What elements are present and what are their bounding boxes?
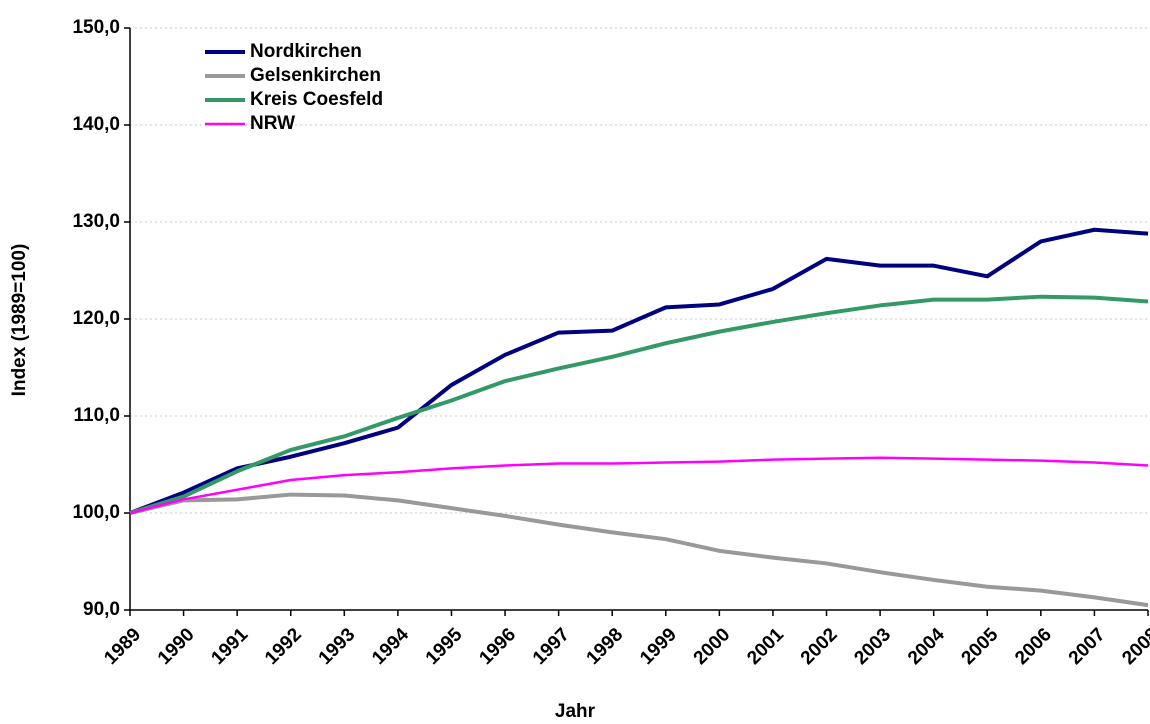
- x-tick-label: 1999: [636, 624, 681, 669]
- x-tick-label: 2006: [1011, 624, 1056, 669]
- x-tick-label: 1997: [529, 624, 574, 669]
- legend-label: Nordkirchen: [250, 41, 362, 62]
- y-tick-label: 90,0: [83, 599, 120, 620]
- y-tick-label: 130,0: [72, 211, 120, 232]
- x-tick-label: 2007: [1065, 624, 1110, 669]
- y-tick-label: 110,0: [74, 405, 121, 426]
- series-line: [129, 294, 1149, 515]
- x-tick-label: 2004: [904, 624, 949, 669]
- series-line: [129, 227, 1149, 515]
- y-tick-label: 120,0: [72, 308, 120, 329]
- x-tick-label: 2001: [743, 624, 788, 669]
- x-tick-label: 1994: [368, 624, 413, 669]
- y-tick-label: 140,0: [72, 114, 120, 135]
- x-tick-label: 2003: [850, 624, 895, 669]
- x-tick-label: 1996: [475, 624, 520, 669]
- x-tick-label: 1989: [100, 624, 145, 669]
- x-tick-label: 1993: [315, 624, 360, 669]
- x-tick-label: 2002: [797, 624, 842, 669]
- legend-label: Kreis Coesfeld: [250, 89, 383, 110]
- y-tick-label: 150,0: [72, 17, 120, 38]
- series-line: [129, 456, 1149, 515]
- y-axis-label: Index (1989=100): [9, 244, 30, 397]
- x-tick-label: 2000: [690, 624, 735, 669]
- series-line: [129, 492, 1149, 608]
- legend-label: NRW: [250, 113, 295, 134]
- x-tick-label: 1992: [261, 624, 306, 669]
- x-tick-label: 1995: [422, 624, 467, 669]
- x-tick-label: 1990: [154, 624, 199, 669]
- x-axis-label: Jahr: [555, 701, 596, 722]
- x-tick-label: 2008: [1118, 624, 1150, 669]
- legend-label: Gelsenkirchen: [250, 65, 381, 86]
- x-tick-label: 1998: [583, 624, 628, 669]
- y-tick-label: 100,0: [72, 502, 120, 523]
- x-tick-label: 2005: [958, 624, 1003, 669]
- x-tick-label: 1991: [207, 624, 252, 669]
